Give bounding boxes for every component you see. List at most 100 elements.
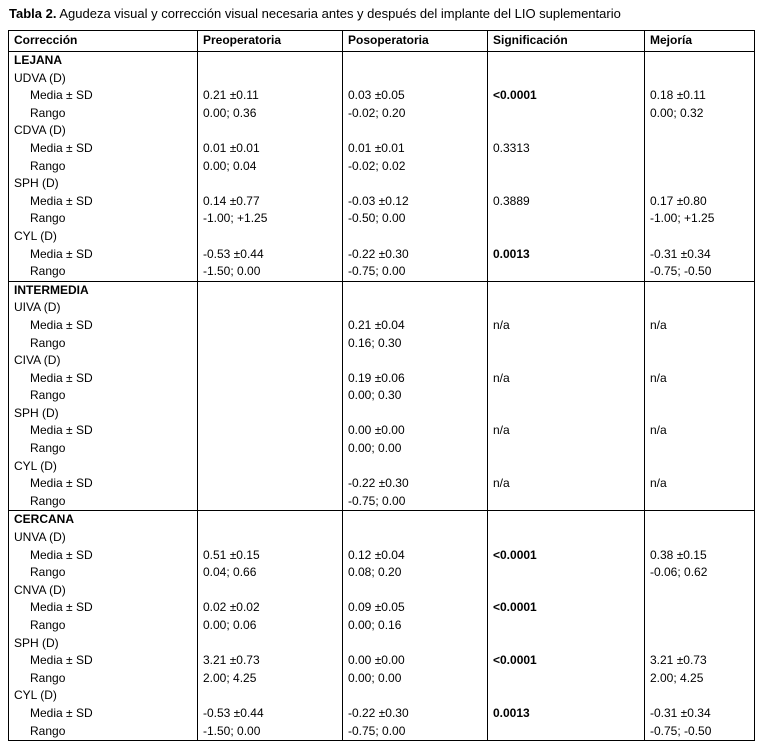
cell-pre: 0.01 ±0.01 [197, 139, 343, 158]
cell-mej: 3.21 ±0.73 [644, 652, 755, 670]
cell-pre: -1.00; +1.25 [197, 210, 343, 228]
rango-label: Rango [8, 722, 198, 742]
cell-pos: 0.00 ±0.00 [342, 652, 488, 670]
cell-pos: 0.03 ±0.05 [342, 87, 488, 105]
empty-cell [342, 50, 488, 70]
rango-label: Rango [8, 617, 198, 635]
cell-mej [644, 599, 755, 617]
rango-label: Rango [8, 669, 198, 688]
media-label: Media ± SD [8, 599, 198, 617]
header-mejoria: Mejoría [644, 30, 755, 52]
group-row: SPH (D) [8, 175, 755, 193]
cell-sig [487, 387, 645, 405]
group-label: CIVA (D) [8, 352, 198, 370]
group-label: UIVA (D) [8, 299, 198, 317]
empty-cell [487, 352, 645, 370]
empty-cell [644, 227, 755, 246]
cell-pos: -0.03 ±0.12 [342, 192, 488, 211]
empty-cell [644, 457, 755, 476]
group-label: UDVA (D) [8, 69, 198, 88]
cell-pre [197, 316, 343, 335]
group-row: SPH (D) [8, 634, 755, 653]
cell-sig [487, 564, 645, 582]
cell-pre [197, 387, 343, 405]
rango-label: Rango [8, 334, 198, 353]
rango-row: Rango 0.04; 0.66 0.08; 0.20 -0.06; 0.62 [8, 564, 755, 582]
section-row: LEJANA [8, 50, 755, 70]
cell-pre [197, 334, 343, 353]
cell-sig: <0.0001 [487, 87, 645, 105]
rango-row: Rango -0.75; 0.00 [8, 492, 755, 511]
rango-row: Rango 2.00; 4.25 0.00; 0.00 2.00; 4.25 [8, 669, 755, 688]
header-row: Corrección Preoperatoria Posoperatoria S… [8, 30, 755, 52]
cell-sig: 0.3889 [487, 192, 645, 211]
media-row: Media ± SD 3.21 ±0.73 0.00 ±0.00 <0.0001 3.2… [8, 652, 755, 670]
cell-pos: 0.12 ±0.04 [342, 546, 488, 565]
cell-pos: 0.19 ±0.06 [342, 369, 488, 388]
cell-sig: n/a [487, 316, 645, 335]
empty-cell [487, 280, 645, 300]
media-label: Media ± SD [8, 192, 198, 211]
cell-mej: n/a [644, 369, 755, 388]
empty-cell [644, 529, 755, 547]
cell-pos: -0.75; 0.00 [342, 263, 488, 282]
media-label: Media ± SD [8, 475, 198, 493]
cell-pre [197, 440, 343, 458]
cell-pre: 0.51 ±0.15 [197, 546, 343, 565]
section-label: CERCANA [8, 510, 198, 530]
cell-mej: -0.75; -0.50 [644, 263, 755, 282]
empty-cell [644, 299, 755, 317]
empty-cell [487, 634, 645, 653]
empty-cell [342, 280, 488, 300]
caption-text: Agudeza visual y corrección visual neces… [56, 6, 621, 21]
empty-cell [342, 510, 488, 530]
media-label: Media ± SD [8, 245, 198, 264]
rango-label: Rango [8, 104, 198, 123]
cell-pre: 0.00; 0.36 [197, 104, 343, 123]
rango-label: Rango [8, 387, 198, 405]
rango-label: Rango [8, 492, 198, 511]
cell-sig [487, 669, 645, 688]
header-significacion: Significación [487, 30, 645, 52]
empty-cell [487, 581, 645, 600]
cell-sig: <0.0001 [487, 599, 645, 617]
empty-cell [342, 529, 488, 547]
cell-pre: 0.14 ±0.77 [197, 192, 343, 211]
cell-mej [644, 334, 755, 353]
rango-row: Rango 0.00; 0.04 -0.02; 0.02 [8, 157, 755, 176]
media-row: Media ± SD 0.00 ±0.00 n/a n/a [8, 422, 755, 441]
rango-label: Rango [8, 564, 198, 582]
media-row: Media ± SD 0.02 ±0.02 0.09 ±0.05 <0.0001 [8, 599, 755, 617]
cell-mej: -1.00; +1.25 [644, 210, 755, 228]
header-posoperatoria: Posoperatoria [342, 30, 488, 52]
empty-cell [342, 404, 488, 423]
group-row: CIVA (D) [8, 352, 755, 370]
section-label: INTERMEDIA [8, 280, 198, 300]
cell-pos: 0.16; 0.30 [342, 334, 488, 353]
empty-cell [197, 529, 343, 547]
cell-pos: 0.00; 0.00 [342, 440, 488, 458]
empty-cell [644, 50, 755, 70]
section-label: LEJANA [8, 50, 198, 70]
rango-label: Rango [8, 210, 198, 228]
header-preoperatoria: Preoperatoria [197, 30, 343, 52]
group-label: SPH (D) [8, 175, 198, 193]
cell-mej [644, 617, 755, 635]
cell-pre [197, 475, 343, 493]
empty-cell [487, 69, 645, 88]
empty-cell [644, 352, 755, 370]
cell-sig: 0.0013 [487, 704, 645, 723]
cell-pos: -0.02; 0.20 [342, 104, 488, 123]
empty-cell [644, 280, 755, 300]
empty-cell [644, 122, 755, 140]
group-label: CYL (D) [8, 227, 198, 246]
empty-cell [342, 175, 488, 193]
empty-cell [644, 581, 755, 600]
empty-cell [197, 581, 343, 600]
cell-pre: 0.21 ±0.11 [197, 87, 343, 105]
cell-pos: -0.02; 0.02 [342, 157, 488, 176]
cell-pos: 0.00; 0.30 [342, 387, 488, 405]
cell-mej: n/a [644, 475, 755, 493]
empty-cell [197, 50, 343, 70]
rango-row: Rango -1.50; 0.00 -0.75; 0.00 -0.75; -0.50 [8, 722, 755, 742]
